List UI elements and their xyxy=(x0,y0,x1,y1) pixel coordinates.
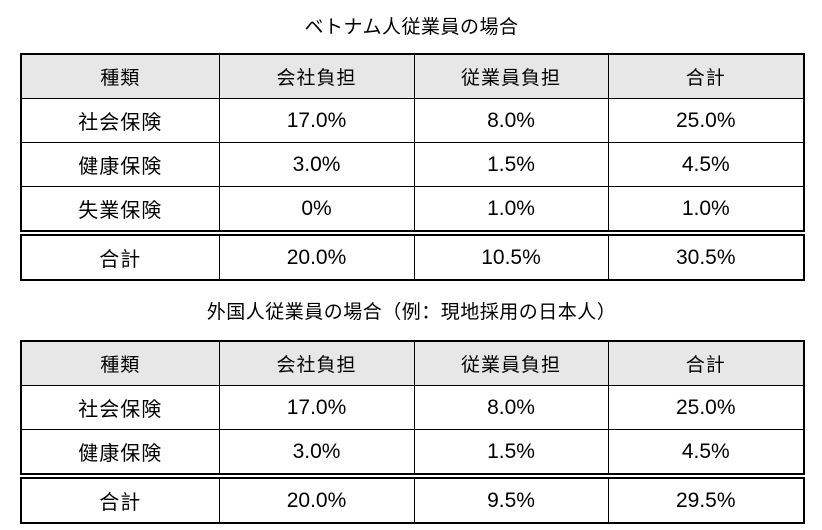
cell-employee-share: 1.5% xyxy=(413,429,609,477)
table1-title: ベトナム人従業員の場合 xyxy=(304,17,519,38)
cell-label: 社会保険 xyxy=(20,385,220,430)
cell-employee-share: 1.5% xyxy=(413,142,609,187)
cell-company-share: 17.0% xyxy=(218,385,415,430)
column-header-total: 合計 xyxy=(607,340,805,386)
table-header-row: 種類 会社負担 従業員負担 合計 xyxy=(20,53,805,99)
cell-total: 29.5% xyxy=(607,473,805,524)
cell-label: 健康保険 xyxy=(20,429,220,477)
cell-label: 合計 xyxy=(20,230,220,281)
column-header-employee-share: 従業員負担 xyxy=(413,53,609,99)
cell-total: 4.5% xyxy=(607,429,805,477)
table2-title: 外国人従業員の場合（例：現地採用の日本人） xyxy=(206,302,617,323)
table-row: 健康保険 3.0% 1.5% 4.5% xyxy=(20,429,805,477)
cell-company-share: 0% xyxy=(218,186,415,234)
cell-label: 失業保険 xyxy=(20,186,220,234)
cell-employee-share: 1.0% xyxy=(413,186,609,234)
vietnamese-employee-insurance-table: 種類 会社負担 従業員負担 合計 社会保険 17.0% 8.0% 25.0% 健… xyxy=(20,53,805,281)
cell-total: 4.5% xyxy=(607,142,805,187)
table-total-row: 合計 20.0% 10.5% 30.5% xyxy=(20,230,805,281)
column-header-type: 種類 xyxy=(20,53,220,99)
cell-label: 健康保険 xyxy=(20,142,220,187)
cell-company-share: 3.0% xyxy=(218,429,415,477)
cell-employee-share: 10.5% xyxy=(413,230,609,281)
column-header-company-share: 会社負担 xyxy=(218,340,415,386)
column-header-employee-share: 従業員負担 xyxy=(413,340,609,386)
cell-company-share: 17.0% xyxy=(218,98,415,143)
column-header-type: 種類 xyxy=(20,340,220,386)
cell-total: 30.5% xyxy=(607,230,805,281)
cell-label: 合計 xyxy=(20,473,220,524)
table-row: 社会保険 17.0% 8.0% 25.0% xyxy=(20,385,805,430)
table-row: 社会保険 17.0% 8.0% 25.0% xyxy=(20,98,805,143)
cell-company-share: 20.0% xyxy=(218,473,415,524)
cell-company-share: 3.0% xyxy=(218,142,415,187)
cell-employee-share: 8.0% xyxy=(413,385,609,430)
foreign-employee-insurance-table: 種類 会社負担 従業員負担 合計 社会保険 17.0% 8.0% 25.0% 健… xyxy=(20,340,805,524)
column-header-company-share: 会社負担 xyxy=(218,53,415,99)
table-total-row: 合計 20.0% 9.5% 29.5% xyxy=(20,473,805,524)
cell-company-share: 20.0% xyxy=(218,230,415,281)
column-header-total: 合計 xyxy=(607,53,805,99)
cell-employee-share: 8.0% xyxy=(413,98,609,143)
cell-total: 25.0% xyxy=(607,385,805,430)
cell-total: 1.0% xyxy=(607,186,805,234)
table-header-row: 種類 会社負担 従業員負担 合計 xyxy=(20,340,805,386)
cell-employee-share: 9.5% xyxy=(413,473,609,524)
table-row: 健康保険 3.0% 1.5% 4.5% xyxy=(20,142,805,187)
cell-label: 社会保険 xyxy=(20,98,220,143)
cell-total: 25.0% xyxy=(607,98,805,143)
table-row: 失業保険 0% 1.0% 1.0% xyxy=(20,186,805,234)
